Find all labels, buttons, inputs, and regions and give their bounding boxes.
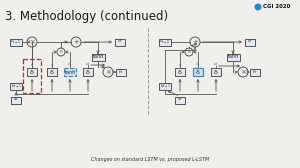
- Text: tanh: tanh: [227, 54, 239, 59]
- Text: ×: ×: [240, 69, 246, 75]
- FancyBboxPatch shape: [211, 68, 221, 76]
- Text: $c_t$: $c_t$: [117, 39, 123, 45]
- Text: ×: ×: [59, 50, 63, 54]
- Text: 3. Methodology (continued): 3. Methodology (continued): [5, 10, 168, 23]
- Text: $h_t$: $h_t$: [118, 68, 124, 76]
- Text: δ: δ: [196, 70, 200, 74]
- Text: ×: ×: [187, 50, 191, 54]
- Text: δ: δ: [214, 70, 218, 74]
- FancyBboxPatch shape: [226, 53, 239, 60]
- FancyBboxPatch shape: [245, 38, 255, 46]
- Text: $h_{t-1}$: $h_{t-1}$: [160, 82, 170, 90]
- Text: tanh: tanh: [92, 54, 104, 59]
- Text: +: +: [73, 39, 79, 45]
- FancyBboxPatch shape: [159, 38, 171, 46]
- Text: $c_{t-1}$: $c_{t-1}$: [11, 38, 22, 46]
- Text: $\tilde{c}_t$: $\tilde{c}_t$: [67, 61, 73, 69]
- FancyBboxPatch shape: [159, 82, 171, 90]
- Text: $i_t$: $i_t$: [50, 61, 54, 69]
- FancyBboxPatch shape: [10, 82, 22, 90]
- Text: $\tilde{c}_t$: $\tilde{c}_t$: [195, 61, 201, 69]
- Text: +: +: [192, 39, 198, 45]
- FancyBboxPatch shape: [250, 69, 260, 75]
- Text: ×: ×: [29, 39, 35, 45]
- Text: $x_t$: $x_t$: [13, 97, 19, 103]
- Text: CGI 2020: CGI 2020: [263, 5, 290, 10]
- Text: $f_t$: $f_t$: [30, 61, 34, 69]
- Text: $o_t$: $o_t$: [85, 62, 91, 68]
- Text: δ: δ: [178, 70, 182, 74]
- Text: Changes on standard LSTM vs. proposed L-LSTM: Changes on standard LSTM vs. proposed L-…: [91, 157, 209, 162]
- Text: $o_t$: $o_t$: [213, 62, 219, 68]
- Text: $h_{t-1}$: $h_{t-1}$: [11, 82, 22, 90]
- FancyBboxPatch shape: [10, 38, 22, 46]
- FancyBboxPatch shape: [64, 68, 76, 76]
- Text: tanh: tanh: [64, 70, 76, 74]
- FancyBboxPatch shape: [47, 68, 57, 76]
- Text: ×: ×: [105, 69, 111, 75]
- Text: δ: δ: [30, 70, 34, 74]
- Text: δ: δ: [86, 70, 90, 74]
- FancyBboxPatch shape: [193, 68, 203, 76]
- Text: $h_t$: $h_t$: [252, 68, 258, 76]
- Text: δ: δ: [50, 70, 54, 74]
- FancyBboxPatch shape: [83, 68, 93, 76]
- FancyBboxPatch shape: [116, 69, 126, 75]
- FancyBboxPatch shape: [27, 68, 37, 76]
- Text: $c_t$: $c_t$: [247, 39, 253, 45]
- Text: $c_{t-1}$: $c_{t-1}$: [160, 38, 170, 46]
- FancyBboxPatch shape: [115, 38, 125, 46]
- FancyBboxPatch shape: [11, 96, 21, 103]
- Text: $i_t$: $i_t$: [178, 61, 182, 69]
- Text: $x_t$: $x_t$: [177, 97, 183, 103]
- Circle shape: [254, 4, 262, 10]
- FancyBboxPatch shape: [175, 96, 185, 103]
- FancyBboxPatch shape: [92, 53, 104, 60]
- FancyBboxPatch shape: [175, 68, 185, 76]
